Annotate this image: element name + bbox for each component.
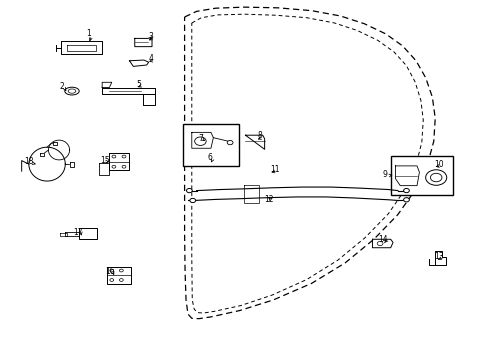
Bar — [183, 123, 238, 166]
Circle shape — [376, 242, 382, 246]
Bar — [390, 156, 452, 195]
Circle shape — [119, 269, 123, 272]
Polygon shape — [142, 94, 155, 104]
Text: 9: 9 — [382, 170, 386, 179]
Polygon shape — [109, 153, 129, 170]
Polygon shape — [135, 37, 152, 47]
Polygon shape — [129, 60, 148, 66]
Polygon shape — [70, 162, 74, 167]
Text: 1: 1 — [86, 29, 91, 38]
Polygon shape — [99, 163, 109, 175]
Polygon shape — [395, 166, 419, 186]
Text: 5: 5 — [136, 80, 141, 89]
Circle shape — [112, 155, 116, 158]
Text: 2: 2 — [59, 82, 63, 91]
Circle shape — [403, 198, 408, 202]
Circle shape — [112, 165, 116, 168]
Text: 8: 8 — [257, 131, 262, 140]
Polygon shape — [102, 87, 155, 94]
Ellipse shape — [68, 89, 76, 93]
Text: 17: 17 — [73, 228, 83, 237]
Circle shape — [119, 279, 123, 282]
Circle shape — [227, 140, 232, 145]
Circle shape — [186, 189, 192, 193]
Text: 16: 16 — [105, 267, 115, 276]
Circle shape — [429, 173, 441, 182]
Circle shape — [189, 198, 195, 203]
Text: 7: 7 — [198, 134, 203, 143]
Circle shape — [122, 155, 125, 158]
Text: 12: 12 — [264, 195, 274, 204]
Text: 11: 11 — [269, 165, 279, 174]
Polygon shape — [372, 239, 392, 248]
Polygon shape — [245, 135, 264, 149]
Polygon shape — [79, 228, 97, 239]
Circle shape — [194, 137, 206, 145]
Polygon shape — [191, 132, 213, 148]
Ellipse shape — [65, 87, 79, 95]
Polygon shape — [244, 185, 258, 203]
Polygon shape — [61, 41, 102, 54]
Circle shape — [425, 170, 446, 185]
Polygon shape — [434, 251, 445, 265]
Text: 13: 13 — [433, 252, 443, 261]
Polygon shape — [53, 142, 57, 145]
Circle shape — [122, 165, 125, 168]
Polygon shape — [107, 267, 131, 284]
Text: 3: 3 — [148, 32, 153, 41]
Text: 10: 10 — [433, 159, 443, 168]
Circle shape — [403, 189, 408, 193]
Polygon shape — [60, 233, 67, 236]
Polygon shape — [102, 82, 112, 87]
Text: 4: 4 — [148, 54, 153, 63]
Text: 18: 18 — [24, 157, 34, 166]
Text: 15: 15 — [100, 156, 109, 165]
Text: 6: 6 — [207, 153, 212, 162]
Polygon shape — [40, 153, 43, 156]
Text: 14: 14 — [378, 235, 387, 244]
Circle shape — [110, 279, 113, 282]
Polygon shape — [64, 232, 79, 237]
Circle shape — [110, 269, 113, 272]
